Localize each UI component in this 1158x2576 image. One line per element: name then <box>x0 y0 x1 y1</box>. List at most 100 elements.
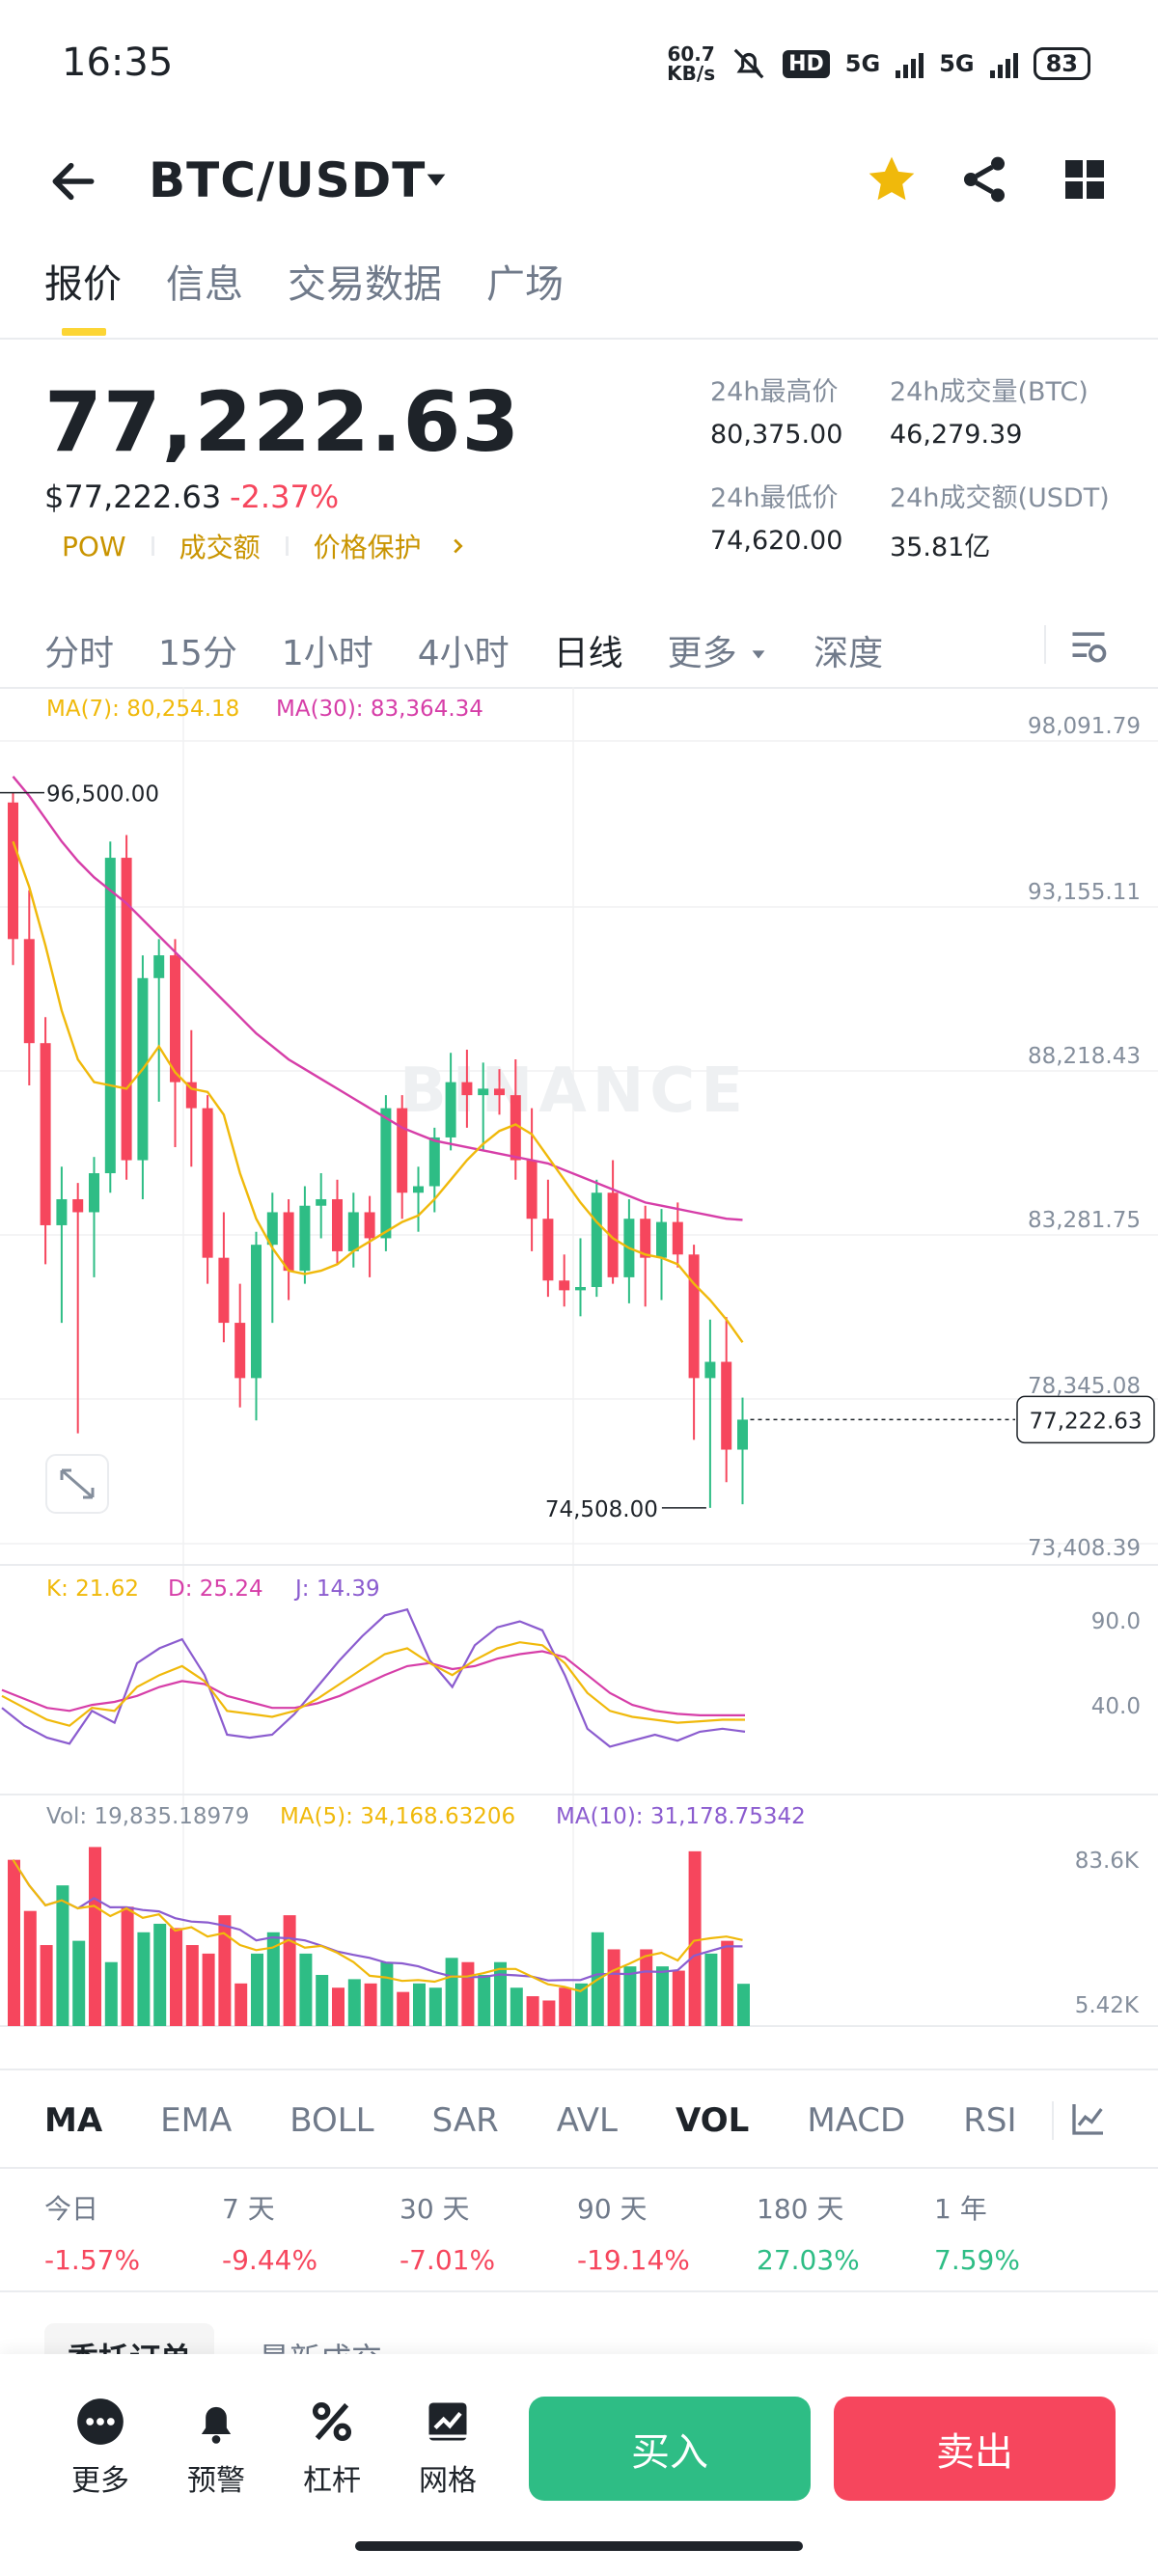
tag-price-protection[interactable]: 价格保护 <box>313 532 422 563</box>
buy-button[interactable]: 买入 <box>529 2397 811 2501</box>
tag-pow[interactable]: POW <box>62 530 126 562</box>
candle-body <box>494 1088 505 1096</box>
current-price-label: 77,222.63 <box>1029 1409 1142 1434</box>
volume-bar <box>89 1847 101 2026</box>
price-chart[interactable]: BINANCE 98,091.79 93,155.11 88,218.43 83,281… <box>0 687 1158 2028</box>
period-tabs: 分时 15分 1小时 4小时 日线 更多 深度 <box>44 625 883 675</box>
pair-title[interactable]: BTC/USDT <box>149 152 427 208</box>
tag-volume[interactable]: 成交额 <box>179 532 261 563</box>
volume-bar <box>137 1932 151 2026</box>
back-arrow-icon[interactable] <box>46 154 100 208</box>
candle-body <box>688 1254 700 1379</box>
candle-body <box>526 1160 538 1219</box>
indicator-tab-vol[interactable]: VOL <box>676 2101 750 2140</box>
star-icon[interactable] <box>865 152 919 206</box>
volume-bar <box>413 1983 426 2026</box>
battery-icon: 83 <box>1033 47 1090 80</box>
chevron-right-icon[interactable] <box>447 535 468 557</box>
indicator-tab-ma[interactable]: MA <box>44 2101 103 2140</box>
leverage-button[interactable]: 杠杆 <box>284 2397 380 2499</box>
volume-axis-label: 5.42K <box>1075 1993 1140 2018</box>
indicator-tab-avl[interactable]: AVL <box>556 2101 619 2140</box>
volume-bar <box>104 1961 118 2026</box>
tab-info[interactable]: 信息 <box>166 262 243 307</box>
period-tab[interactable]: 15分 <box>158 634 237 673</box>
volume-bar <box>494 1961 507 2026</box>
network-5g-label-2: 5G <box>939 50 975 77</box>
volume-bar <box>299 1953 313 2026</box>
period-tab-depth[interactable]: 深度 <box>813 634 884 673</box>
volume-bar <box>526 1996 539 2026</box>
share-icon[interactable] <box>957 152 1011 206</box>
perf-1y: 1 年 7.59% <box>934 2193 1020 2276</box>
kdj-k-legend: K: 21.62 <box>46 1576 139 1602</box>
candle-body <box>89 1173 99 1213</box>
sell-button[interactable]: 卖出 <box>834 2397 1116 2501</box>
volume-bar <box>23 1910 37 2026</box>
volume-bar <box>72 1940 86 2026</box>
network-speed: 60.7 KB/s <box>667 42 716 85</box>
volume-bar <box>575 1983 588 2026</box>
indicator-tab-ema[interactable]: EMA <box>160 2101 233 2140</box>
volume-bar <box>40 1945 53 2026</box>
volume-bar <box>364 1983 377 2026</box>
period-tab[interactable]: 分时 <box>44 634 115 673</box>
tab-trading-data[interactable]: 交易数据 <box>288 262 442 307</box>
period-tab-active[interactable]: 日线 <box>553 634 623 673</box>
candle-body <box>251 1245 262 1379</box>
period-tab-more[interactable]: 更多 <box>668 625 769 675</box>
indicator-tab-boll[interactable]: BOLL <box>290 2101 374 2140</box>
indicator-tab-macd[interactable]: MACD <box>807 2101 906 2140</box>
perf-180d: 180 天 27.03% <box>757 2193 860 2276</box>
status-time: 16:35 <box>62 41 174 85</box>
volume-bar <box>185 1945 199 2026</box>
chart-settings-icon[interactable] <box>1067 625 1110 668</box>
price-axis-label: 88,218.43 <box>1028 1044 1141 1069</box>
volume-bar <box>428 1987 442 2026</box>
volume-bar <box>737 1984 750 2026</box>
alert-button[interactable]: 预警 <box>168 2397 264 2499</box>
perf-today: 今日 -1.57% <box>44 2193 141 2276</box>
ma7-line <box>12 840 744 1343</box>
stat-24h-volume-usdt: 24h成交额(USDT) 35.81亿 <box>890 483 1110 562</box>
volume-bar <box>559 1987 572 2026</box>
signal-icon <box>896 49 924 78</box>
period-tab[interactable]: 1小时 <box>281 634 373 673</box>
tag-separator <box>151 536 154 556</box>
indicator-tab-rsi[interactable]: RSI <box>963 2101 1017 2140</box>
token-tags: POW 成交额 价格保护 <box>62 527 468 565</box>
volume-bar <box>397 1991 410 2026</box>
main-tabs: 报价 信息 交易数据 广场 <box>44 253 564 336</box>
indicator-tab-sar[interactable]: SAR <box>431 2101 499 2140</box>
candle-body <box>56 1198 68 1225</box>
tab-quote[interactable]: 报价 <box>44 253 122 336</box>
candle-body <box>40 1043 51 1225</box>
volume-bar <box>234 1983 248 2026</box>
price-axis-label: 73,408.39 <box>1028 1536 1141 1561</box>
candle-body <box>185 1082 197 1109</box>
volume-bar <box>170 1928 182 2026</box>
hd-badge: HD <box>783 49 830 78</box>
candle-body <box>413 1186 424 1193</box>
volume-bar <box>153 1923 167 2026</box>
bottom-action-bar: 更多 预警 杠杆 网格 买入 卖出 <box>0 2354 1158 2576</box>
more-button[interactable]: 更多 <box>52 2397 149 2499</box>
last-price: 77,222.63 <box>44 374 521 471</box>
perf-90d: 90 天 -19.14% <box>577 2193 690 2276</box>
volume-bar <box>461 1961 475 2026</box>
candle-body <box>380 1108 392 1239</box>
grid-trading-button[interactable]: 网格 <box>400 2397 496 2499</box>
status-icons: 60.7 KB/s HD 5G 5G 83 <box>667 44 1090 83</box>
indicator-chart-icon[interactable] <box>1069 2099 1108 2138</box>
caret-down-icon[interactable] <box>421 164 452 195</box>
tab-square[interactable]: 广场 <box>486 262 564 307</box>
candle-body <box>510 1095 521 1161</box>
volume-bar <box>218 1915 232 2026</box>
candle-body <box>428 1137 440 1187</box>
price-change-percent: -2.37% <box>230 479 340 515</box>
candle-body <box>283 1212 294 1272</box>
grid-icon[interactable] <box>1062 156 1108 203</box>
tab-separator <box>1052 2101 1054 2140</box>
period-tab[interactable]: 4小时 <box>417 634 510 673</box>
volume-bar <box>445 1958 458 2026</box>
